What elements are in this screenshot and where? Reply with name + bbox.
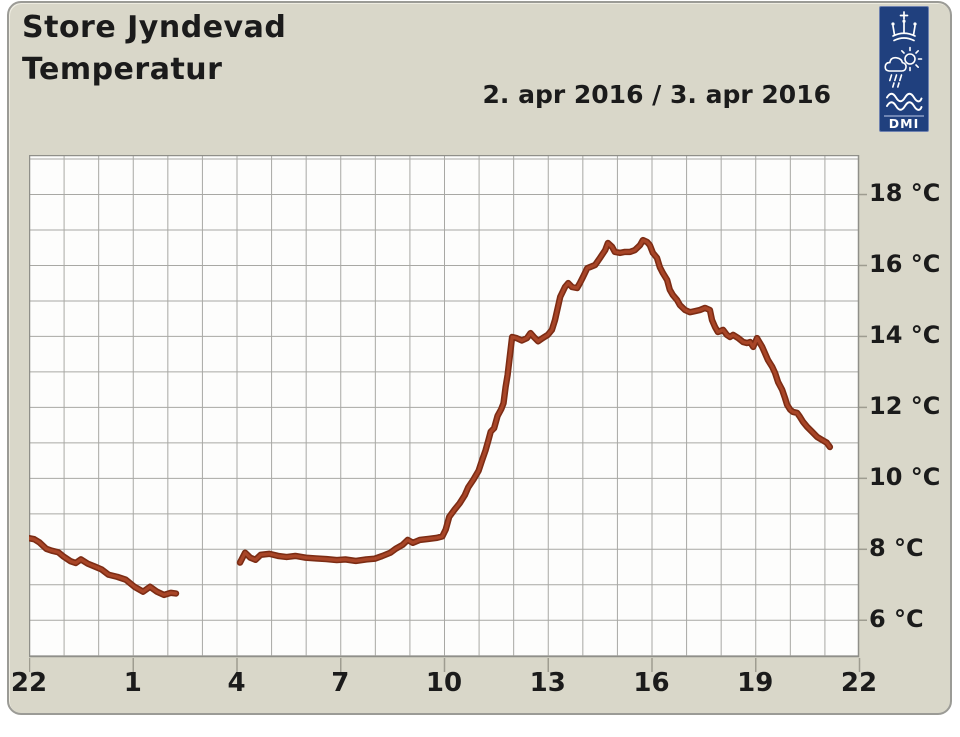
x-axis-label: 10: [425, 668, 463, 698]
y-axis-label: 14 °C: [869, 320, 941, 349]
y-axis-label: 16 °C: [869, 249, 941, 278]
plot-border: [29, 155, 860, 658]
x-axis-label: 7: [331, 668, 350, 698]
x-axis-label: 4: [227, 668, 246, 698]
weather-icon: [884, 46, 923, 88]
temperature-line: [238, 238, 832, 565]
x-axis-label: 22: [840, 668, 878, 698]
x-axis-label: 22: [10, 668, 48, 698]
temperature-chart: [29, 155, 867, 672]
x-axis-label: 16: [633, 668, 670, 698]
y-axis-label: 8 °C: [869, 533, 924, 562]
crown-icon: [891, 11, 917, 42]
dmi-logo-graphic: DMI: [884, 11, 924, 131]
parameter-title: Temperatur: [22, 52, 223, 87]
dmi-logo-text: DMI: [889, 116, 919, 131]
x-axis-label: 19: [737, 668, 774, 698]
temperature-line: [29, 536, 178, 597]
waves-icon: [886, 92, 923, 111]
dmi-logo[interactable]: DMI: [879, 6, 929, 132]
x-axis-label: 1: [123, 668, 142, 698]
y-axis-label: 6 °C: [869, 604, 924, 633]
y-axis-label: 18 °C: [869, 179, 941, 208]
y-axis-label: 12 °C: [869, 391, 941, 420]
y-axis-label: 10 °C: [869, 462, 941, 491]
x-axis-label: 13: [529, 668, 566, 698]
date-range-label: 2. apr 2016 / 3. apr 2016: [482, 80, 832, 109]
station-title: Store Jyndevad: [22, 10, 287, 45]
